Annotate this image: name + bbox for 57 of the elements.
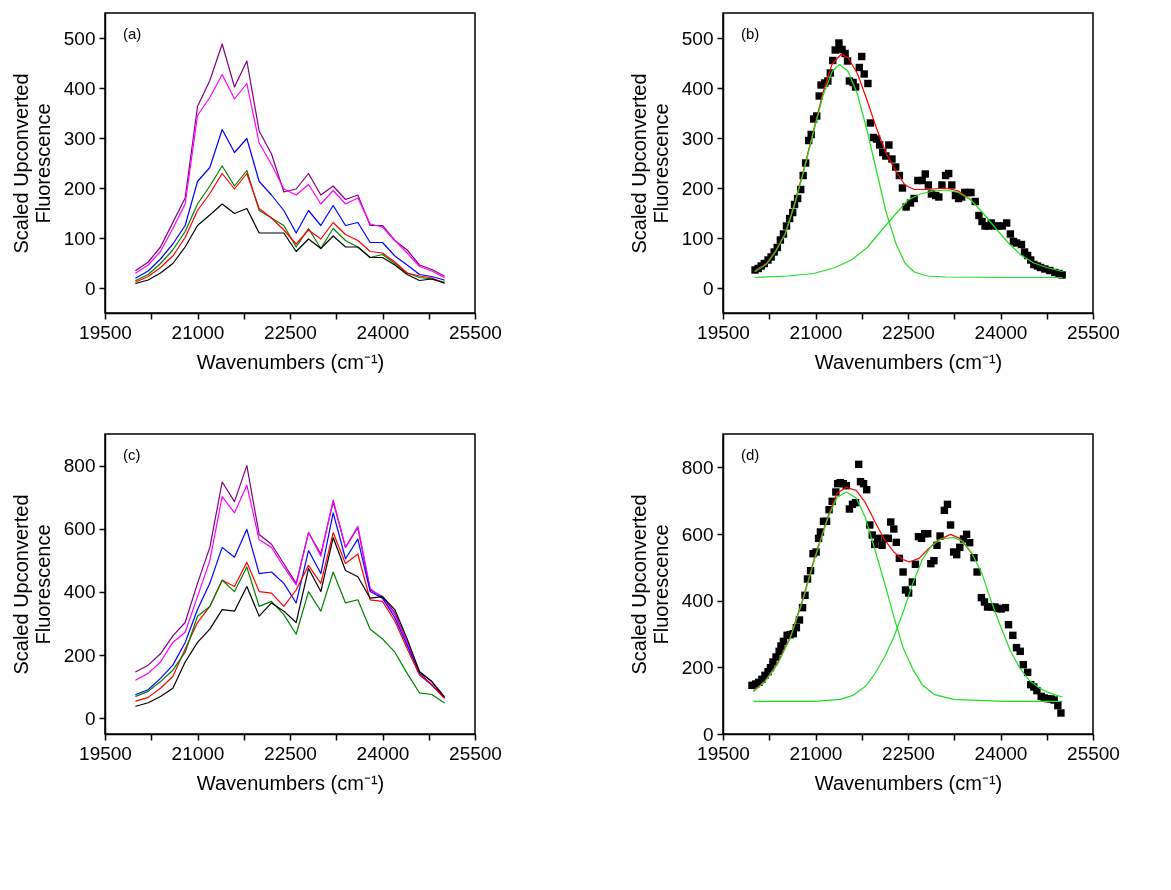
y-tick-label: 500 [681,27,714,49]
x-tick-label: 19500 [79,321,132,343]
x-tick-label: 22500 [882,321,935,343]
annotation: (a) [123,25,142,42]
y-tick-label: 600 [681,523,714,545]
x-tick-label: 24000 [974,742,1028,764]
y-tick-label: 100 [681,227,714,249]
x-tick-label: 21000 [171,321,225,343]
x-tick-label: 19500 [697,742,750,764]
x-tick-label: 22500 [882,742,935,764]
y-tick-label: 800 [63,455,96,477]
y-axis-title: Scaled Upconverted Fluorescence [9,494,54,675]
y-tick-label: 300 [681,127,714,149]
annotation: (b) [741,25,760,42]
y-tick-label: 600 [63,518,96,540]
y-tick-label: 400 [63,581,96,603]
x-tick-label: 19500 [79,742,132,764]
y-tick-label: 800 [681,456,714,478]
y-axis-title: Scaled Upconverted Fluorescence [627,494,672,675]
line-series [135,128,445,281]
x-tick-label: 19500 [697,321,750,343]
x-tick-label: 25500 [1067,321,1120,343]
x-axis-title: Wavenumbers (cm⁻¹) [814,771,1003,794]
y-tick-label: 400 [681,77,714,99]
x-tick-label: 24000 [356,742,410,764]
x-tick-label: 24000 [974,321,1028,343]
x-axis-title: Wavenumbers (cm⁻¹) [814,350,1003,373]
y-tick-label: 0 [84,707,96,729]
y-axis-title: Scaled Upconverted Fluorescence [9,73,54,254]
x-axis-title: Wavenumbers (cm⁻¹) [196,350,385,373]
x-tick-label: 24000 [356,321,410,343]
x-tick-label: 22500 [264,321,317,343]
annotation: (d) [741,446,760,463]
y-axis-title: Scaled Upconverted Fluorescence [627,73,672,254]
x-tick-label: 21000 [171,742,225,764]
annotation: (c) [123,446,141,463]
y-tick-label: 0 [702,277,714,299]
y-tick-label: 200 [63,177,96,199]
line-series [135,203,445,285]
y-tick-label: 0 [702,723,714,745]
y-tick-label: 300 [63,127,96,149]
y-tick-label: 200 [63,644,96,666]
x-tick-label: 25500 [449,321,502,343]
x-tick-label: 21000 [789,742,843,764]
y-tick-label: 200 [681,177,714,199]
x-axis-title: Wavenumbers (cm⁻¹) [196,771,385,794]
x-tick-label: 25500 [449,742,502,764]
line-series [135,566,445,704]
x-tick-label: 25500 [1067,742,1120,764]
x-tick-label: 21000 [789,321,843,343]
y-tick-label: 200 [681,656,714,678]
y-tick-label: 100 [63,227,96,249]
x-tick-label: 22500 [264,742,317,764]
y-tick-label: 500 [63,27,96,49]
y-tick-label: 0 [84,277,96,299]
y-tick-label: 400 [681,590,714,612]
y-tick-label: 400 [63,77,96,99]
